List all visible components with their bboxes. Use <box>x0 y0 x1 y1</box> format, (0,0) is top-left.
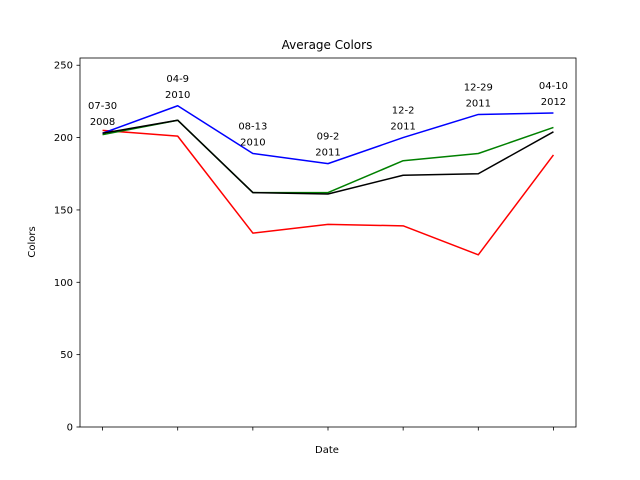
y-axis-title: Colors <box>27 226 38 257</box>
point-label-line: 2011 <box>390 122 415 133</box>
y-tick-label-150: 150 <box>54 205 73 216</box>
y-tick-label-0: 0 <box>67 423 73 434</box>
point-label-line: 04-10 <box>539 81 568 92</box>
point-label-line: 07-30 <box>88 101 117 112</box>
x-axis-title: Date <box>315 445 339 456</box>
series-line-0 <box>102 129 555 256</box>
point-label-line: 2011 <box>315 148 340 159</box>
point-label-line: 12-2 <box>392 106 415 117</box>
point-label-line: 09-2 <box>317 132 340 143</box>
point-label-line: 08-13 <box>238 122 267 133</box>
y-tick-label-200: 200 <box>54 133 73 144</box>
y-tick-label-50: 50 <box>60 350 73 361</box>
point-label-6: 04-10 2012 <box>539 81 568 108</box>
series-line-3 <box>102 119 554 195</box>
y-tick-label-100: 100 <box>54 278 73 289</box>
point-label-line: 2008 <box>90 117 115 128</box>
point-label-line: 2011 <box>466 98 491 109</box>
point-label-line: 2010 <box>165 90 190 101</box>
point-label-3: 09-2 2011 <box>315 132 340 159</box>
point-label-line: 12-29 <box>464 82 493 93</box>
point-label-line: 2010 <box>240 138 265 149</box>
point-label-2: 08-13 2010 <box>238 122 267 149</box>
point-label-5: 12-29 2011 <box>464 82 493 109</box>
point-label-line: 04-9 <box>166 74 189 85</box>
y-tick-label-250: 250 <box>54 61 73 72</box>
chart-title: Average Colors <box>282 38 373 52</box>
plot-area: 0 50 100 150 200 250 07-30 2008 04-9 2010 08-13 201… <box>54 57 577 434</box>
point-label-0: 07-30 2008 <box>88 101 117 128</box>
point-label-line: 2012 <box>541 97 566 108</box>
point-label-1: 04-9 2010 <box>165 74 190 101</box>
series-line-2 <box>102 105 554 165</box>
point-label-4: 12-2 2011 <box>390 106 415 133</box>
